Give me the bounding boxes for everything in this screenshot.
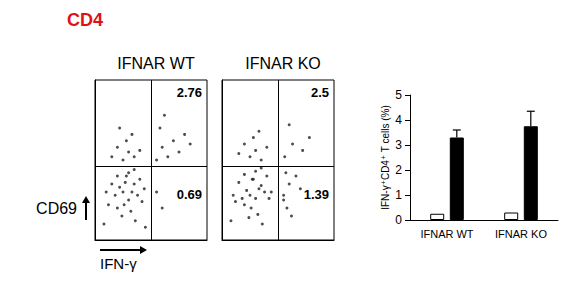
svg-text:IFNAR KO: IFNAR KO xyxy=(245,55,321,72)
svg-text:CD69: CD69 xyxy=(36,200,77,217)
svg-text:0.69: 0.69 xyxy=(177,187,202,202)
svg-text:IFNAR KO: IFNAR KO xyxy=(495,228,547,240)
svg-text:2: 2 xyxy=(395,163,402,177)
svg-text:1: 1 xyxy=(395,188,402,202)
svg-text:1.39: 1.39 xyxy=(304,187,329,202)
svg-text:4: 4 xyxy=(395,113,402,127)
svg-text:IFNAR WT: IFNAR WT xyxy=(117,55,195,72)
svg-text:2.76: 2.76 xyxy=(177,85,202,100)
svg-text:3: 3 xyxy=(395,138,402,152)
svg-text:IFN-γ: IFN-γ xyxy=(100,255,137,272)
svg-text:IFNAR WT: IFNAR WT xyxy=(420,228,473,240)
svg-text:CD4: CD4 xyxy=(67,10,103,30)
svg-text:5: 5 xyxy=(395,88,402,102)
svg-text:0: 0 xyxy=(395,213,402,227)
svg-text:2.5: 2.5 xyxy=(311,85,329,100)
svg-text:IFN-γ⁺CD4⁺ T cells (%): IFN-γ⁺CD4⁺ T cells (%) xyxy=(380,105,391,210)
